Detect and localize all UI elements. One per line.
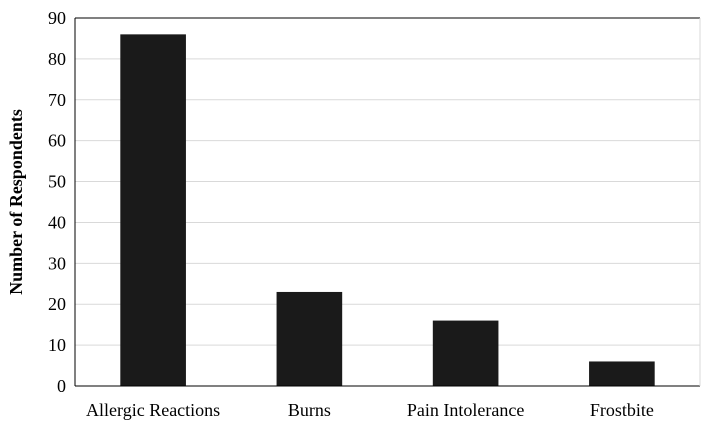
y-axis-title: Number of Respondents [6, 109, 26, 295]
y-tick-label-80: 80 [48, 49, 66, 69]
x-tick-label-frostbite: Frostbite [590, 400, 654, 420]
y-tick-label-0: 0 [57, 376, 66, 396]
y-tick-label-10: 10 [48, 335, 66, 355]
bar-pain-intolerance [432, 320, 499, 386]
y-tick-label-60: 60 [48, 131, 66, 151]
x-tick-label-burns: Burns [288, 400, 331, 420]
axes [74, 17, 701, 387]
x-tick-labels: Allergic Reactions Burns Pain Intolerance F… [86, 400, 654, 420]
x-tick-label-allergic-reactions: Allergic Reactions [86, 400, 220, 420]
y-tick-label-30: 30 [48, 253, 66, 273]
bar-frostbite [589, 361, 655, 386]
y-tick-label-50: 50 [48, 172, 66, 192]
bar-burns [276, 291, 343, 386]
x-tick-label-pain-intolerance: Pain Intolerance [407, 400, 524, 420]
y-tick-label-20: 20 [48, 294, 66, 314]
bar-allergic-reactions [120, 34, 186, 386]
y-tick-labels: 0 10 20 30 40 50 60 70 80 90 [48, 8, 66, 396]
y-tick-label-90: 90 [48, 8, 66, 28]
y-tick-label-70: 70 [48, 90, 66, 110]
y-tick-label-40: 40 [48, 212, 66, 232]
bars [120, 34, 655, 386]
